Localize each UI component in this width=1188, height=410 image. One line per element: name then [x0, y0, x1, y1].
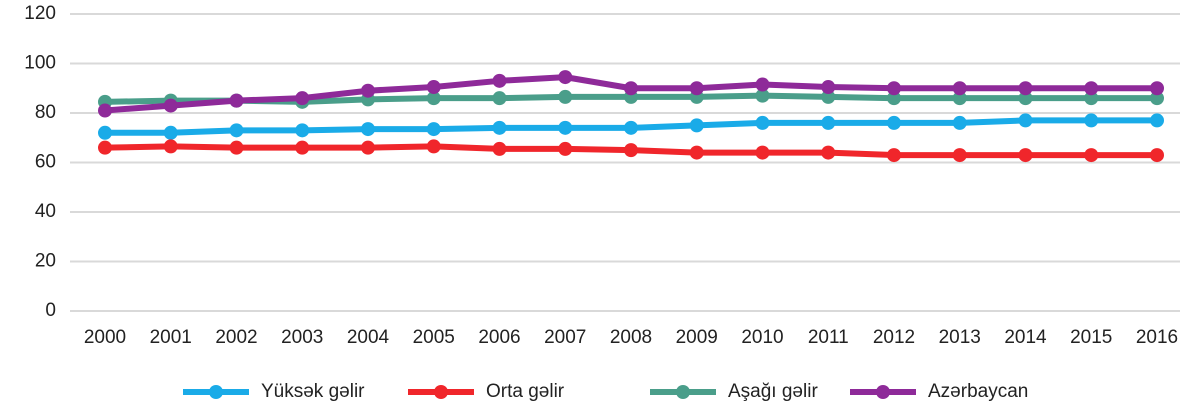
y-tick-label: 100	[24, 53, 56, 74]
y-tick-label: 0	[45, 300, 56, 321]
x-tick-label: 2012	[873, 327, 915, 348]
legend-marker	[876, 385, 890, 399]
data-point	[887, 81, 901, 96]
x-tick-label: 2000	[84, 327, 126, 348]
legend-marker	[209, 385, 223, 399]
data-point	[229, 93, 244, 108]
data-point	[426, 91, 441, 106]
data-point	[426, 80, 441, 95]
data-point	[821, 145, 836, 160]
data-point	[755, 88, 770, 103]
data-point	[361, 122, 375, 137]
data-point	[887, 148, 901, 163]
data-point	[1018, 148, 1033, 163]
data-point	[98, 140, 112, 155]
data-point	[1150, 148, 1164, 163]
data-point	[887, 91, 901, 106]
data-point	[1084, 113, 1099, 128]
data-point	[492, 141, 507, 156]
data-point	[887, 115, 901, 130]
legend-label: Orta gəlir	[486, 381, 565, 402]
data-point	[426, 139, 441, 154]
data-point	[1150, 91, 1164, 106]
data-point	[229, 140, 244, 155]
data-point	[295, 140, 310, 155]
data-point	[689, 81, 704, 96]
legend-label: Azərbaycan	[928, 381, 1028, 402]
y-tick-label: 20	[35, 251, 56, 272]
y-tick-label: 60	[35, 152, 56, 173]
x-tick-label: 2008	[610, 327, 652, 348]
data-point	[952, 148, 967, 163]
y-tick-label: 80	[35, 102, 56, 123]
data-point	[952, 91, 967, 106]
data-point	[1018, 91, 1033, 106]
data-point	[558, 120, 573, 135]
x-tick-label: 2015	[1070, 327, 1112, 348]
data-point	[1018, 81, 1033, 96]
x-tick-label: 2009	[676, 327, 718, 348]
data-point	[689, 145, 704, 160]
data-point	[952, 115, 967, 130]
x-tick-label: 2002	[215, 327, 257, 348]
data-point	[98, 125, 112, 140]
legend-marker	[676, 385, 690, 399]
x-tick-label: 2010	[741, 327, 783, 348]
data-point	[229, 123, 244, 138]
data-point	[163, 98, 178, 113]
data-point	[755, 77, 770, 92]
y-tick-label: 120	[24, 3, 56, 24]
legend-label: Yüksək gəlir	[261, 381, 365, 402]
data-point	[361, 140, 375, 155]
data-point	[361, 83, 375, 98]
data-point	[295, 123, 310, 138]
data-point	[492, 120, 507, 135]
data-point	[821, 80, 836, 95]
legend-label: Aşağı gəlir	[728, 381, 818, 402]
data-point	[1084, 148, 1099, 163]
data-point	[755, 115, 770, 130]
data-point	[1084, 91, 1099, 106]
x-tick-label: 2006	[478, 327, 520, 348]
data-point	[558, 141, 573, 156]
data-point	[163, 125, 178, 140]
x-tick-label: 2013	[939, 327, 981, 348]
data-point	[1084, 81, 1099, 96]
data-point	[1018, 113, 1033, 128]
data-point	[624, 81, 638, 96]
x-tick-label: 2016	[1136, 327, 1178, 348]
x-tick-label: 2014	[1004, 327, 1047, 348]
data-point	[755, 145, 770, 160]
data-point	[295, 91, 310, 106]
x-tick-label: 2007	[544, 327, 586, 348]
x-tick-label: 2001	[150, 327, 192, 348]
data-point	[821, 89, 836, 104]
data-point	[558, 70, 573, 85]
x-tick-label: 2004	[347, 327, 390, 348]
data-point	[821, 115, 836, 130]
x-tick-label: 2005	[413, 327, 455, 348]
data-point	[1150, 81, 1164, 96]
data-point	[426, 122, 441, 137]
data-point	[689, 118, 704, 133]
x-tick-label: 2011	[808, 327, 849, 348]
x-tick-label: 2003	[281, 327, 323, 348]
data-point	[624, 120, 638, 135]
legend-marker	[434, 385, 448, 399]
data-point	[492, 73, 507, 88]
data-point	[952, 81, 967, 96]
data-point	[624, 143, 638, 158]
data-point	[98, 103, 112, 118]
data-point	[1150, 113, 1164, 128]
data-point	[492, 91, 507, 106]
data-point	[558, 89, 573, 104]
data-point	[163, 139, 178, 154]
y-tick-label: 40	[35, 201, 56, 222]
